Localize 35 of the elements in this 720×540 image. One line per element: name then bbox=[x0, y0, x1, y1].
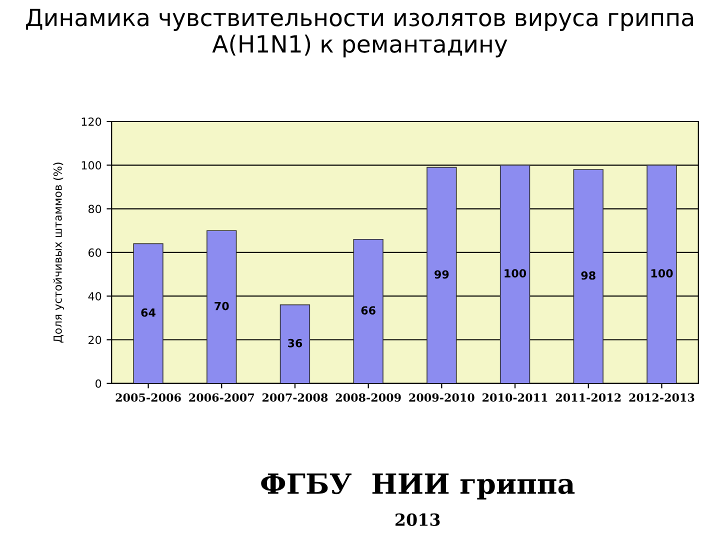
bar bbox=[280, 304, 310, 384]
data-label: 66 bbox=[361, 306, 376, 315]
bar bbox=[500, 164, 530, 384]
y-tick-label: 100 bbox=[82, 161, 102, 170]
x-tick-label: 2007-2008 bbox=[262, 393, 328, 402]
y-axis-title: Доля устойчивых штаммов (%) bbox=[53, 162, 64, 343]
data-label: 64 bbox=[141, 308, 156, 317]
y-tick-label: 0 bbox=[96, 379, 102, 388]
y-tick-label: 120 bbox=[82, 117, 102, 126]
bar bbox=[573, 169, 604, 384]
bar bbox=[426, 166, 457, 384]
data-label: 100 bbox=[651, 269, 673, 278]
text: ФГБУ НИИ гриппа bbox=[261, 473, 575, 500]
bar bbox=[353, 238, 384, 384]
y-tick-label: 20 bbox=[88, 336, 102, 344]
x-tick-label: 2011-2012 bbox=[556, 393, 621, 402]
x-tick-label: 2005-2006 bbox=[116, 393, 181, 402]
x-tick-label: 2010-2011 bbox=[482, 393, 548, 402]
bar bbox=[646, 164, 677, 384]
data-label: 36 bbox=[288, 338, 302, 348]
x-tick-label: 2008-2009 bbox=[336, 393, 401, 402]
y-tick-label: 60 bbox=[88, 248, 102, 257]
data-label: 98 bbox=[581, 271, 596, 280]
x-tick-label: 2012-2013 bbox=[629, 393, 694, 402]
x-tick-label: 2009-2010 bbox=[409, 393, 474, 402]
data-label: 100 bbox=[504, 269, 526, 278]
y-tick-label: 80 bbox=[88, 204, 102, 214]
data-label: 70 bbox=[214, 302, 229, 310]
x-tick-label: 2006-2007 bbox=[189, 393, 254, 402]
bar bbox=[206, 230, 237, 384]
data-label: 99 bbox=[434, 270, 449, 279]
bar bbox=[133, 243, 164, 384]
text: 2013 bbox=[396, 513, 440, 526]
chart-title: Динамика чувствительности изолятов вируса гриппа А(H1N1) к ремантадину bbox=[26, 8, 693, 58]
y-tick-label: 40 bbox=[88, 292, 102, 300]
